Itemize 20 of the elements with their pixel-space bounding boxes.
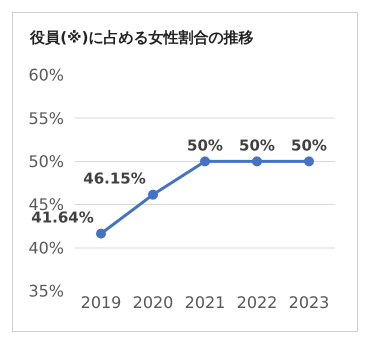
y-tick-label: 60% xyxy=(28,66,64,85)
x-tick-label: 2023 xyxy=(288,293,330,312)
data-label: 46.15% xyxy=(83,170,146,188)
chart-title: 役員(※)に占める女性割合の推移 xyxy=(29,28,254,47)
point xyxy=(304,156,314,166)
data-label: 50% xyxy=(187,136,223,154)
y-tick-label: 40% xyxy=(28,238,64,258)
data-label: 50% xyxy=(239,136,275,154)
y-tick-label: 35% xyxy=(28,282,64,301)
y-tick-label: 50% xyxy=(28,152,64,171)
y-tick-label: 55% xyxy=(28,108,64,128)
point xyxy=(252,156,262,166)
data-label: 50% xyxy=(291,136,327,154)
x-tick-label: 2022 xyxy=(236,293,278,312)
x-tick-label: 2020 xyxy=(132,293,174,312)
point xyxy=(148,190,158,200)
point xyxy=(200,156,210,166)
x-tick-label: 2019 xyxy=(80,293,122,312)
point xyxy=(96,228,106,239)
x-tick-label: 2021 xyxy=(184,293,226,312)
